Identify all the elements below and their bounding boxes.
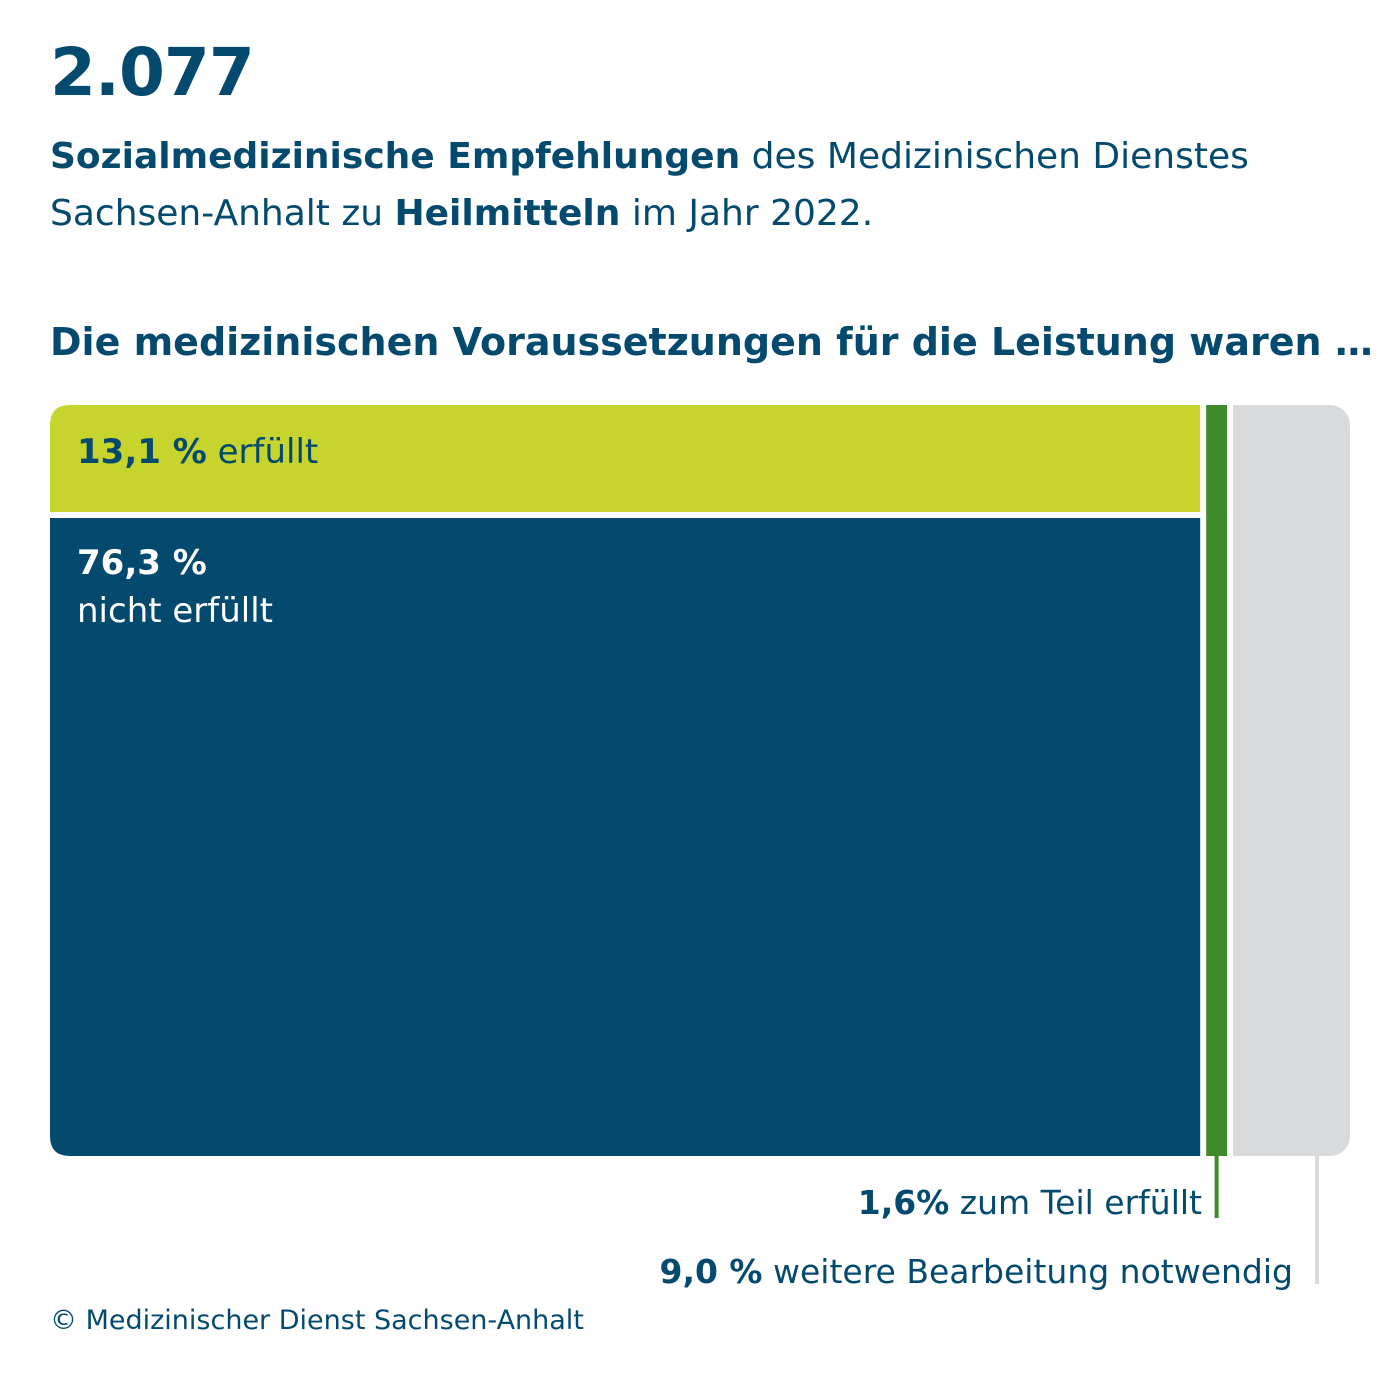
label-erfuellt-value: 13,1 % [77,432,207,472]
label-erfuellt-text: erfüllt [207,432,318,472]
intro-text-2: Sachsen-Anhalt zu [50,193,395,234]
segment-nicht-erfuellt [50,518,1201,1156]
label-erfuellt: 13,1 % erfüllt [77,432,318,472]
intro-text: Sozialmedizinische Empfehlungen des Medi… [50,128,1350,242]
segment-weitere-bearbeitung [1213,405,1350,1156]
callout-zum-teil-value: 1,6% [857,1183,950,1222]
callout-zum-teil-erfuellt: 1,6% zum Teil erfüllt [858,1186,1202,1219]
chart-question: Die medizinischen Voraussetzungen für di… [50,320,1373,364]
callout-weitere-text: weitere Bearbeitung notwendig [762,1252,1293,1291]
callout-zum-teil-text: zum Teil erfüllt [949,1183,1202,1222]
intro-text-1: des Medizinischen Dienstes [740,136,1249,177]
total-count: 2.077 [50,34,255,111]
gap-divider [1227,405,1233,1156]
copyright-footer: © Medizinischer Dienst Sachsen-Anhalt [50,1305,584,1336]
label-nicht-erfuellt-text: nicht erfüllt [77,591,273,631]
intro-text-3: im Jahr 2022. [620,193,874,234]
callout-weitere-value: 9,0 % [659,1252,763,1291]
intro-bold-1: Sozialmedizinische Empfehlungen [50,136,741,177]
callout-weitere-bearbeitung: 9,0 % weitere Bearbeitung notwendig [659,1255,1293,1288]
segment-erfuellt [50,405,1201,513]
intro-bold-2: Heilmitteln [394,193,621,234]
label-nicht-erfuellt-value: 76,3 % [77,543,207,583]
segment-zum-teil-erfuellt [1206,405,1227,1156]
